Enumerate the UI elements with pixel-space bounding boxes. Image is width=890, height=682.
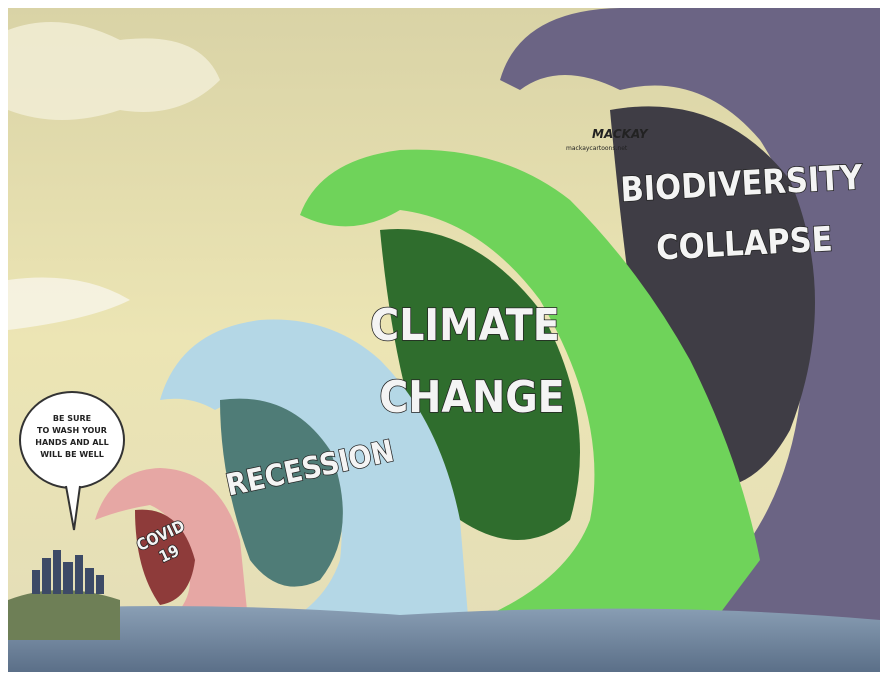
cartoon: BE SURE TO WASH YOUR HANDS AND ALL WILL … xyxy=(0,0,890,682)
wave-label: CLIMATE xyxy=(370,300,560,351)
sea xyxy=(8,606,880,672)
island xyxy=(8,590,120,640)
speech-line: HANDS AND ALL xyxy=(35,438,108,447)
scene: BE SURE TO WASH YOUR HANDS AND ALL WILL … xyxy=(8,8,880,672)
signature: MACKAY xyxy=(592,127,649,141)
speech-line: WILL BE WELL xyxy=(40,450,104,459)
speech-line: TO WASH YOUR xyxy=(37,426,107,435)
signature-site: mackaycartoons.net xyxy=(566,145,628,152)
wave-label: CHANGE xyxy=(379,372,564,423)
speech-line: BE SURE xyxy=(53,414,91,423)
